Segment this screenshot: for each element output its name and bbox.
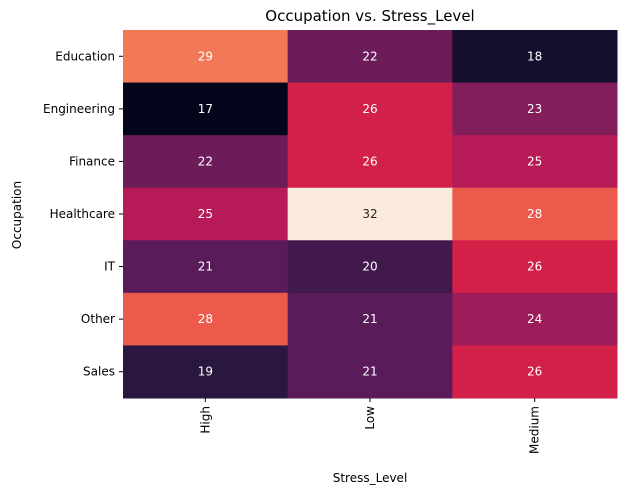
cell-value-label: 24	[527, 312, 542, 326]
cell-value-label: 19	[198, 365, 213, 379]
cell-value-label: 21	[362, 365, 377, 379]
heatmap-cell	[287, 187, 453, 241]
heatmap-cell	[287, 30, 453, 84]
heatmap-cells: 29 22 18 17 26 23 22 26 25 25 32 28 21 20 26 28 21 24 19 21…	[123, 30, 618, 399]
y-tick-label: Healthcare	[50, 207, 115, 221]
x-tick-label: Low	[363, 406, 377, 430]
heatmap-cell	[123, 135, 289, 189]
y-tick-label: Sales	[83, 365, 115, 379]
heatmap-cell	[452, 187, 618, 241]
cell-value-label: 26	[527, 365, 542, 379]
cell-value-label: 26	[527, 260, 542, 274]
cell-value-label: 22	[198, 154, 213, 168]
cell-value-label: 26	[362, 154, 377, 168]
heatmap-cell	[287, 82, 453, 136]
y-tick-label: IT	[104, 260, 116, 274]
cell-value-label: 26	[362, 102, 377, 116]
x-axis-label: Stress_Level	[333, 471, 408, 485]
cell-value-label: 23	[527, 102, 542, 116]
chart-title: Occupation vs. Stress_Level	[265, 7, 474, 26]
cell-value-label: 17	[198, 102, 213, 116]
heatmap-cell	[123, 240, 289, 294]
cell-value-label: 20	[362, 260, 377, 274]
cell-value-label: 29	[198, 49, 213, 63]
y-tick-label: Engineering	[43, 102, 115, 116]
cell-value-label: 28	[198, 312, 213, 326]
heatmap-cell	[452, 240, 618, 294]
x-tick-label: High	[198, 406, 212, 434]
cell-value-label: 18	[527, 49, 542, 63]
heatmap-cell	[123, 187, 289, 241]
heatmap-cell	[452, 82, 618, 136]
cell-value-label: 21	[362, 312, 377, 326]
heatmap-cell	[287, 292, 453, 346]
y-tick-label: Education	[55, 49, 115, 63]
cell-value-label: 32	[362, 207, 377, 221]
heatmap-cell	[123, 345, 289, 399]
heatmap-cell	[123, 82, 289, 136]
heatmap-cell	[452, 345, 618, 399]
cell-value-label: 25	[198, 207, 213, 221]
cell-value-label: 21	[198, 260, 213, 274]
heatmap-cell	[452, 292, 618, 346]
heatmap-cell	[123, 292, 289, 346]
y-tick-label: Other	[81, 312, 115, 326]
heatmap-cell	[287, 135, 453, 189]
cell-value-label: 25	[527, 154, 542, 168]
cell-value-label: 22	[362, 49, 377, 63]
x-axis: High Low Medium	[198, 398, 542, 454]
heatmap-cell	[287, 240, 453, 294]
heatmap-cell	[287, 345, 453, 399]
y-tick-label: Finance	[69, 154, 115, 168]
heatmap-cell	[452, 135, 618, 189]
heatmap-cell	[123, 30, 289, 84]
heatmap-cell	[452, 30, 618, 84]
y-axis-label: Occupation	[10, 181, 24, 249]
y-axis: Education Engineering Finance Healthcare IT O…	[43, 49, 123, 379]
x-tick-label: Medium	[528, 406, 542, 454]
cell-value-label: 28	[527, 207, 542, 221]
